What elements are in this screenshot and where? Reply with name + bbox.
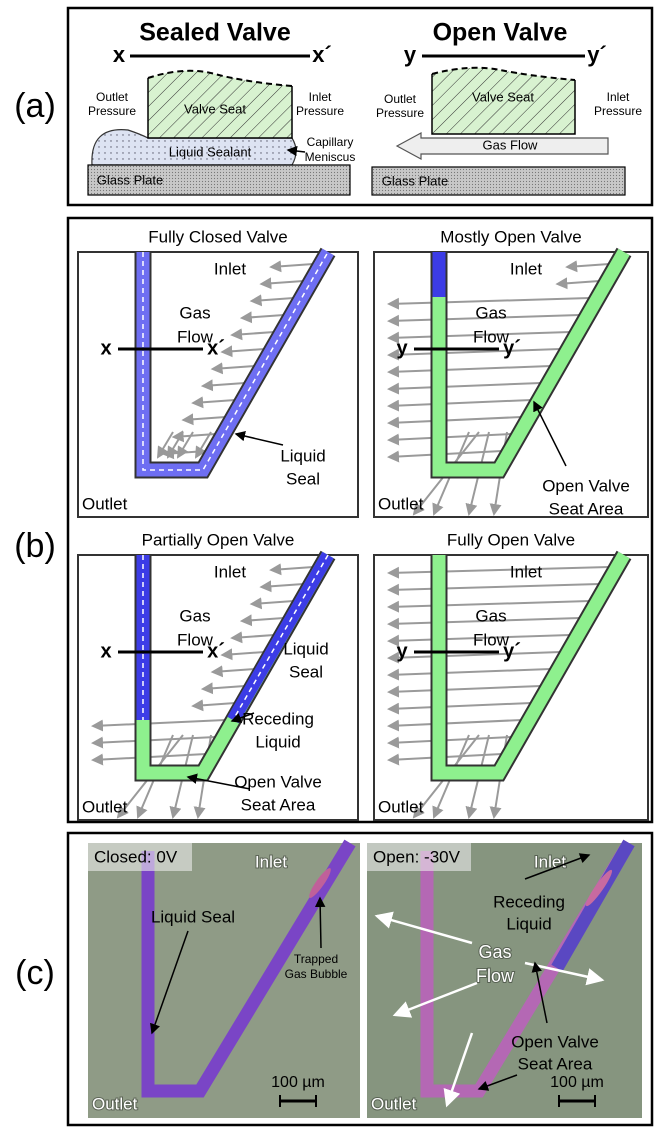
label: Capillary (307, 135, 354, 149)
label: Outlet (378, 797, 424, 816)
label: Flow (476, 966, 515, 986)
label: 100 µm (271, 1074, 325, 1091)
title: Fully Closed Valve (148, 227, 288, 246)
title: Open Valve (433, 19, 568, 47)
label: y (396, 640, 408, 662)
title: Sealed Valve (139, 19, 291, 47)
label: Gas (478, 942, 511, 962)
label: Liquid (283, 639, 328, 658)
label: x´ (207, 640, 225, 662)
leader (320, 898, 321, 948)
label: Valve Seat (184, 101, 246, 116)
label: Seal (286, 469, 320, 488)
label: Outlet (96, 90, 129, 104)
label: Liquid (280, 446, 325, 465)
label: Outlet (378, 494, 424, 513)
label: Pressure (296, 104, 344, 118)
label: Pressure (594, 104, 642, 118)
label: Trapped (294, 952, 338, 966)
panel-label: (c) (15, 954, 55, 992)
label: Open: -30V (373, 847, 461, 866)
title: Mostly Open Valve (440, 227, 581, 246)
label: Receding (493, 892, 565, 911)
label: Pressure (88, 104, 136, 118)
label: Valve Seat (472, 89, 534, 104)
label: Outlet (82, 797, 128, 816)
label: Seat Area (241, 795, 316, 814)
title: Fully Open Valve (447, 530, 575, 549)
label: Meniscus (305, 150, 356, 164)
label: x (100, 640, 111, 662)
label: Inlet (510, 259, 542, 278)
label: Gas (179, 303, 210, 322)
label: y´ (587, 42, 607, 67)
label: x´ (312, 42, 332, 67)
label: Glass Plate (97, 172, 163, 187)
label: x (113, 42, 126, 67)
label: Outlet (371, 1094, 417, 1113)
label: Seal (289, 662, 323, 681)
label: Liquid Sealant (169, 144, 252, 159)
label: y (396, 337, 408, 359)
label: Closed: 0V (94, 847, 178, 866)
label: Inlet (255, 852, 287, 871)
label: Seat Area (549, 499, 624, 518)
label: Gas (475, 303, 506, 322)
label: y (404, 42, 417, 67)
label: 100 µm (550, 1074, 604, 1091)
label: Gas (179, 606, 210, 625)
label: y´ (503, 337, 521, 359)
label: Glass Plate (382, 173, 448, 188)
panel-label: (b) (14, 527, 56, 565)
title: Partially Open Valve (142, 530, 295, 549)
panel-label: (a) (14, 87, 56, 125)
label: Outlet (384, 92, 417, 106)
label: Outlet (82, 494, 128, 513)
label: Inlet (214, 259, 246, 278)
label: Inlet (309, 90, 332, 104)
label: Liquid (506, 914, 551, 933)
label: Liquid Seal (151, 907, 235, 926)
label: Liquid (255, 732, 300, 751)
label: y´ (503, 640, 521, 662)
label: x (100, 337, 111, 359)
label: Inlet (607, 90, 630, 104)
label: Gas Bubble (285, 967, 348, 981)
label: Pressure (376, 106, 424, 120)
label: Inlet (534, 852, 566, 871)
figure: (a)Sealed Valvexx´Valve SeatOutletPressu… (0, 0, 654, 1127)
label: Open Valve (511, 1032, 599, 1051)
label: x´ (207, 337, 225, 359)
label: Outlet (92, 1094, 138, 1113)
label: Inlet (510, 562, 542, 581)
label: Inlet (214, 562, 246, 581)
label: Gas (475, 606, 506, 625)
label: Receding (242, 709, 314, 728)
label: Gas Flow (483, 137, 539, 152)
label: Seat Area (518, 1054, 593, 1073)
label: Open Valve (542, 476, 630, 495)
